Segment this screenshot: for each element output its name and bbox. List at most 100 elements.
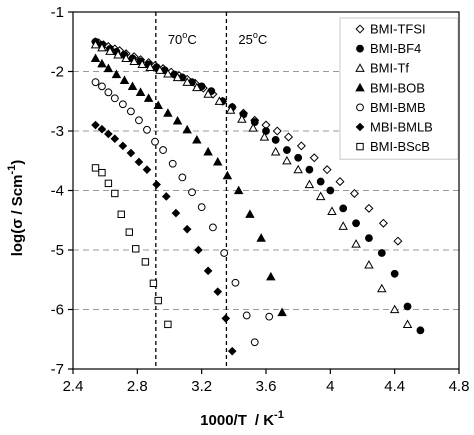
data-point [104,179,113,188]
x-axis-title-main: 1000/T [200,412,247,429]
y-axis-title-close: ) [9,160,26,165]
data-point [282,155,292,165]
data-point [97,42,107,52]
data-point [272,126,282,136]
data-point [135,87,146,96]
data-point [259,132,270,141]
data-point [203,266,213,276]
data-point [125,228,133,236]
data-point [294,153,303,162]
data-point [142,165,152,174]
y-tick-label: -2 [51,64,64,81]
annotation-70c: 70oC [168,30,197,47]
y-axis-title-sup: -1 [6,165,18,175]
data-point [126,148,136,158]
data-point [143,125,151,134]
data-point [90,53,101,63]
y-tick-label: -1 [51,4,64,21]
data-point [168,159,177,168]
data-point [365,234,373,243]
data-point [117,210,125,219]
data-markers [90,37,425,356]
x-tick-label: 3.2 [191,378,212,395]
data-point [403,302,412,311]
data-point [97,58,107,68]
data-point [104,129,113,139]
data-point [194,245,203,255]
data-point [233,185,244,195]
data-point [159,146,167,154]
data-point [132,245,140,253]
y-axis-title-main: log(σ [9,219,26,257]
legend-marker [355,122,365,132]
data-point [377,283,387,293]
data-point [178,173,187,182]
data-point [250,338,259,347]
legend-label: BMI-Tf [370,61,409,76]
data-point [213,287,223,296]
legend-label: MBI-BMLB [370,120,433,135]
data-point [118,100,127,109]
data-point [245,209,255,218]
y-tick-label: -4 [51,183,64,200]
data-point [271,136,280,144]
axis-ticks: 2.4 2.8 3.2 3.6 4 4.4 4.8 -7 -6 -5 -4 -3 -2 -1 [51,4,470,395]
legend-label: BMI-BMB [370,100,426,115]
legend: BMI-TFSI BMI-BF4 BMI-Tf BMI-BOB BMI-BMB MBI-B… [339,17,459,160]
data-point [164,320,172,329]
data-point [339,204,348,213]
data-point [416,326,425,335]
x-axis-title-sup: -1 [274,409,284,421]
data-point [172,115,183,125]
data-point [152,180,161,189]
data-point [305,165,314,174]
y-tick-label: -7 [51,361,64,378]
y-tick-label: -3 [51,123,64,140]
data-point [296,141,306,151]
data-point [137,59,147,68]
data-point [203,89,213,98]
data-point [119,75,130,85]
data-point [188,188,196,197]
data-point [182,124,192,134]
data-point [304,179,315,189]
legend-marker [355,82,365,92]
data-point [364,259,374,269]
data-point [118,141,128,151]
data-point [242,311,251,320]
data-point [377,249,386,257]
annotation-25c: 25oC [238,30,267,47]
data-point [338,221,348,230]
data-point [111,189,119,198]
data-point [155,65,165,74]
annotations: 70oC 25oC [168,30,267,47]
data-point [134,157,144,167]
data-point [250,118,259,126]
data-point [309,153,319,163]
data-point [149,279,158,288]
legend-label: BMI-BF4 [370,41,421,56]
data-point [145,62,155,71]
data-point [97,124,107,134]
data-point [248,123,258,132]
data-point [270,146,281,156]
x-axis-title-unit: / K [255,412,274,429]
legend-label: BMI-BScB [370,139,430,154]
data-point [256,233,266,242]
data-point [141,258,150,266]
x-tick-label: 2.8 [127,378,148,395]
x-tick-label: 4 [326,378,334,395]
data-point [352,219,360,228]
data-point [171,208,181,218]
data-point [231,278,240,287]
data-point [284,132,294,142]
legend-marker [356,142,364,151]
data-point [390,269,399,278]
data-point [90,39,101,49]
legend-label: BMI-TFSI [370,22,426,37]
data-point [121,53,131,63]
data-point [283,146,291,154]
data-point [265,312,274,321]
data-point [262,127,270,135]
